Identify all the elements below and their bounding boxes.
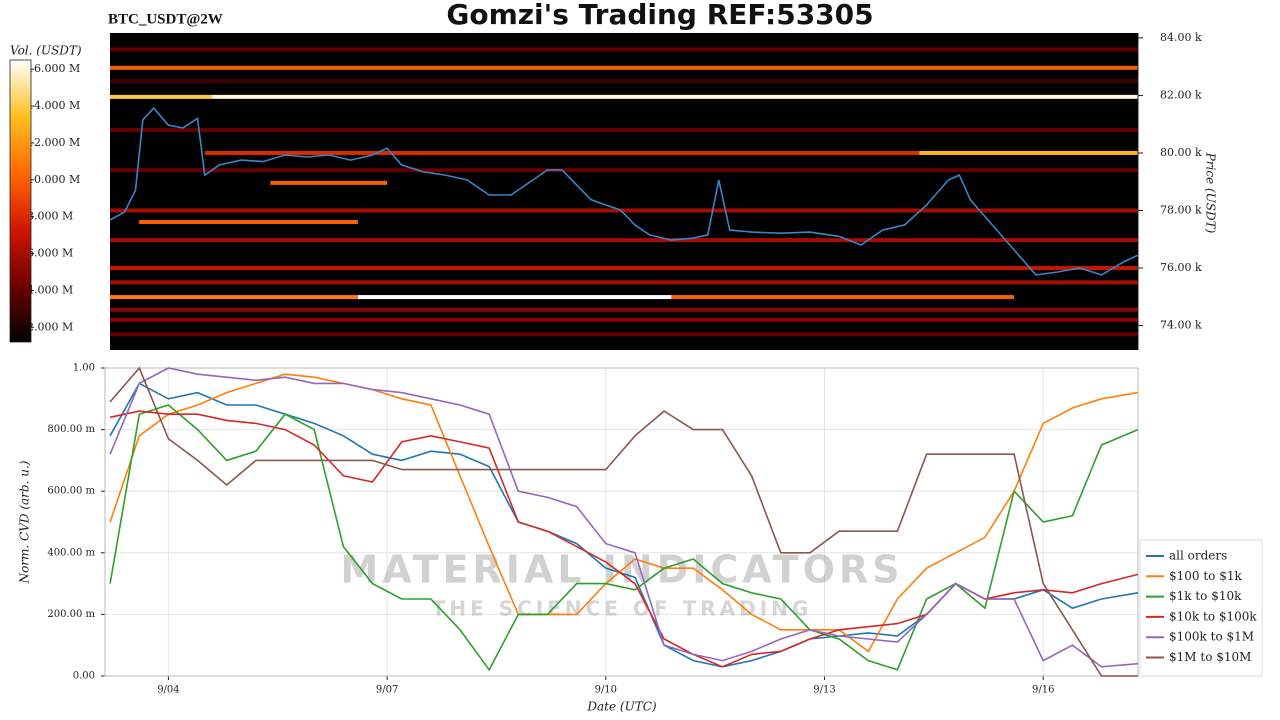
colorbar-tick-label: 2.000 M: [27, 320, 73, 333]
heat-band: [110, 266, 1138, 271]
heat-band: [357, 295, 672, 300]
heat-band: [110, 317, 1138, 322]
heat-band: [110, 295, 358, 300]
cvd-axis-label: Norm. CVD (arb. u.): [18, 460, 32, 584]
y-tick-label: 400.00 m: [47, 547, 95, 558]
price-tick-label: 80.00 k: [1160, 146, 1202, 159]
legend-label: $1k to $10k: [1169, 589, 1242, 603]
colorbar-tick-label: 12.000 M: [27, 136, 80, 149]
heat-band: [110, 307, 1138, 312]
heat-band: [110, 238, 1138, 243]
y-tick-label: 600.00 m: [47, 486, 95, 497]
cvd-line: [109, 373, 1139, 653]
heat-band: [110, 79, 1138, 84]
colorbar-tick-label: 16.000 M: [27, 62, 80, 75]
heat-band: [110, 208, 1138, 213]
heat-band: [270, 180, 388, 185]
legend-label: $1M to $10M: [1169, 650, 1251, 664]
cvd-line: [109, 404, 1139, 672]
chart-title: Gomzi's Trading REF:53305: [446, 0, 873, 31]
legend-label: all orders: [1169, 549, 1227, 563]
colorbar: [9, 59, 32, 343]
x-tick-label: 9/10: [595, 685, 617, 696]
y-tick-label: 0.00: [73, 671, 95, 682]
colorbar-tick-label: 4.000 M: [27, 283, 73, 296]
price-tick-label: 74.00 k: [1160, 319, 1202, 332]
heat-band: [110, 280, 1138, 285]
x-tick-label: 9/04: [157, 685, 179, 696]
cvd-line: [109, 366, 1138, 677]
y-tick-label: 1.00: [73, 363, 95, 374]
heat-band: [919, 150, 1138, 155]
heat-band: [110, 94, 213, 99]
heat-band: [212, 94, 1138, 99]
legend-label: $100k to $1M: [1169, 630, 1254, 644]
heat-band: [110, 47, 1138, 52]
colorbar-label: Vol. (USDT): [10, 44, 82, 58]
colorbar-tick-label: 8.000 M: [27, 210, 73, 223]
colorbar-tick-label: 14.000 M: [27, 99, 80, 112]
price-axis-label: Price (USDT): [1204, 152, 1218, 234]
legend-label: $100 to $1k: [1169, 569, 1242, 583]
price-tick-label: 84.00 k: [1160, 31, 1202, 44]
x-tick-label: 9/16: [1032, 685, 1054, 696]
price-tick-label: 82.00 k: [1160, 88, 1202, 101]
heat-band: [110, 168, 1138, 173]
heat-band: [139, 219, 358, 224]
price-line: [109, 106, 1139, 276]
heat-band: [204, 150, 920, 155]
x-tick-label: 9/07: [376, 685, 398, 696]
cvd-line: [109, 367, 1139, 668]
watermark: MATERIAL INDICATORS: [340, 548, 903, 592]
price-tick-label: 76.00 k: [1160, 261, 1202, 274]
price-tick-label: 78.00 k: [1160, 203, 1202, 216]
colorbar-tick-label: 10.000 M: [27, 173, 80, 186]
date-axis-label: Date (UTC): [586, 700, 656, 714]
symbol-label: BTC_USDT@2W: [108, 11, 223, 27]
x-tick-label: 9/13: [813, 685, 835, 696]
plot-frame: [104, 367, 1139, 677]
y-tick-label: 800.00 m: [47, 424, 95, 435]
heat-band: [110, 127, 1138, 132]
y-tick-label: 200.00 m: [47, 609, 95, 620]
heat-band: [110, 65, 1138, 70]
heat-band: [110, 332, 1138, 337]
legend-label: $10k to $100k: [1169, 609, 1257, 623]
heat-band: [671, 295, 1015, 300]
colorbar-tick-label: 6.000 M: [27, 247, 73, 260]
legend-box: [1139, 539, 1263, 677]
